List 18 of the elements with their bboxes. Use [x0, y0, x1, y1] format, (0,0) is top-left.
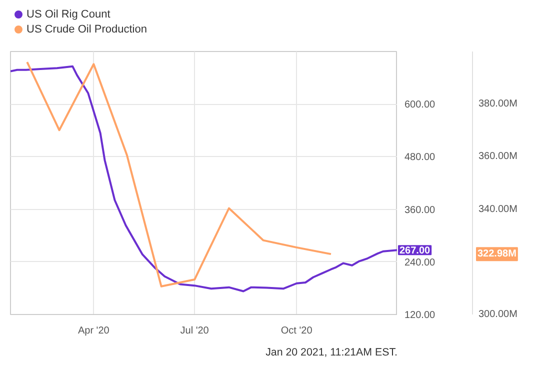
text: Jan 20 2021, 11:21AM EST. [266, 346, 398, 358]
text: 322.98M [478, 248, 516, 260]
legend-label: US Oil Rig Count [26, 8, 110, 20]
y2-tick-label: 380.00M [478, 98, 518, 110]
y-tick-label: 600.00 [404, 100, 436, 111]
y2-tick-label: 360.00M [478, 151, 518, 162]
legend-label: US Crude Oil Production [26, 24, 147, 36]
y2-tick-label: 340.00M [478, 204, 518, 215]
y-tick-label: 120.00 [404, 310, 436, 321]
line-series [26, 61, 332, 288]
y-tick-label: 240.00 [404, 257, 436, 268]
x-tick-label: Oct '20 [280, 326, 313, 336]
x-tick-label: Jul '20 [180, 326, 210, 336]
data-label: 267.00 [400, 246, 431, 257]
x-tick-label: Apr '20 [78, 326, 110, 336]
y-tick-label: 480.00 [404, 152, 436, 164]
y2-tick-label: 300.00M [478, 309, 518, 320]
y-tick-label: 360.00 [404, 204, 436, 216]
